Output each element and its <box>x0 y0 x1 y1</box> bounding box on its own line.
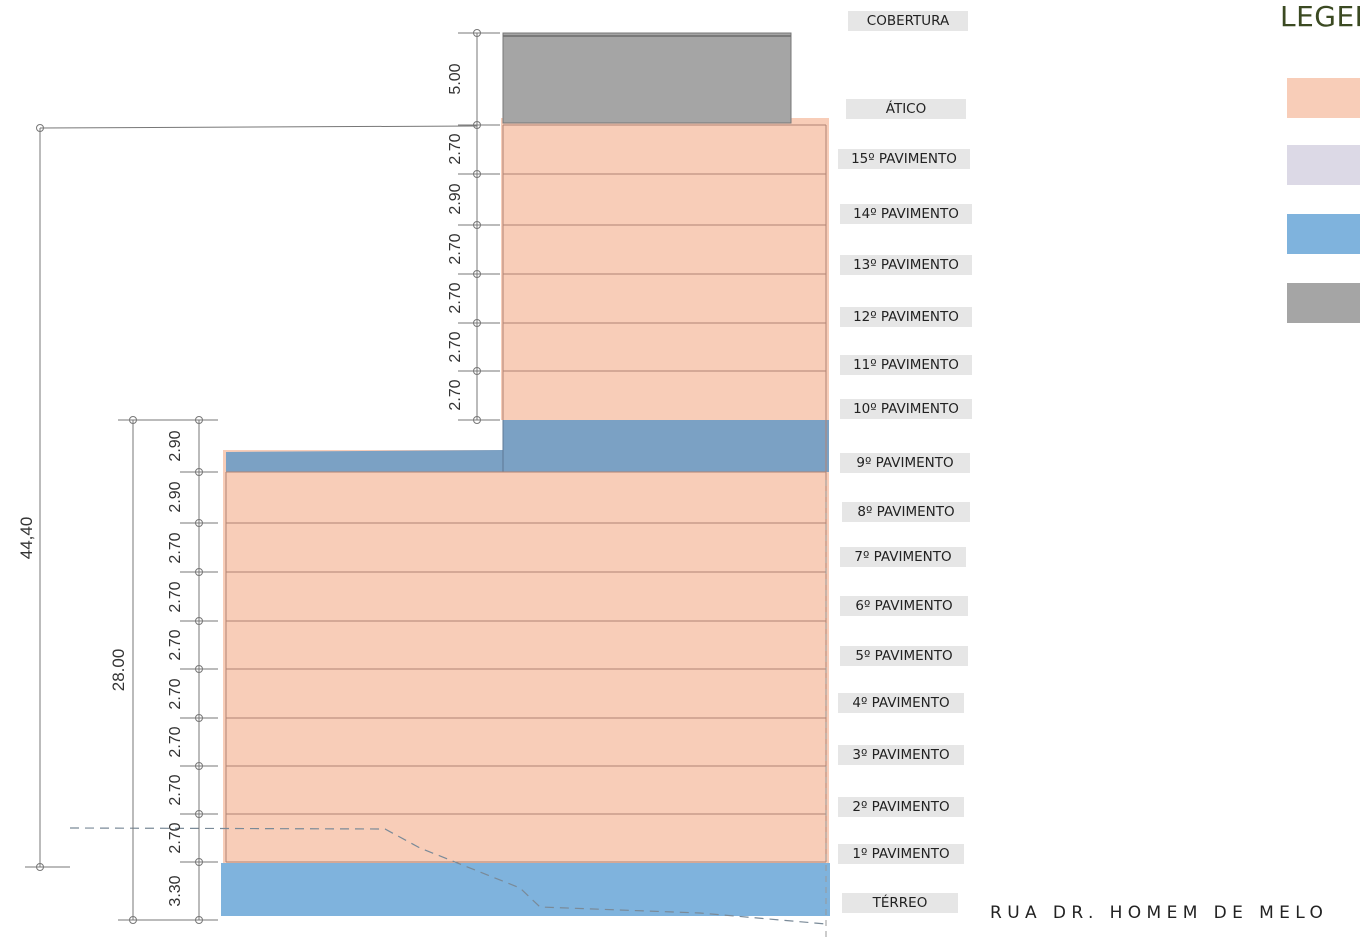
dim-12: 2.70 <box>447 282 464 313</box>
floor-label-5: 5º PAVIMENTO <box>840 646 968 666</box>
attic-block <box>502 32 792 124</box>
floor-label-7: 7º PAVIMENTO <box>840 547 966 567</box>
floor-label-13: 13º PAVIMENTO <box>840 255 972 275</box>
legend-swatch-salmon <box>1287 78 1360 118</box>
floor-label-12: 12º PAVIMENTO <box>840 307 972 327</box>
dim-cobertura: 5.00 <box>447 63 464 94</box>
floor-label-1: 1º PAVIMENTO <box>838 844 964 864</box>
floor-label-4: 4º PAVIMENTO <box>838 693 964 713</box>
floor-label-2: 2º PAVIMENTO <box>838 797 964 817</box>
lower-dimension-texts: 2.90 2.90 2.70 2.70 2.70 2.70 2.70 2.70 … <box>167 430 184 906</box>
street-label: RUA DR. HOMEM DE MELO <box>990 903 1329 923</box>
legend-title: LEGENDA <box>1280 0 1360 33</box>
dim-5: 2.70 <box>167 629 184 660</box>
total-height-dimension: 44,40 <box>17 517 36 560</box>
dim-15: 2.70 <box>447 133 464 164</box>
floor-label-atico: ÁTICO <box>846 99 966 119</box>
dim-6: 2.70 <box>167 581 184 612</box>
terrain-profile-line <box>69 827 827 925</box>
floor-lines <box>225 124 827 863</box>
ground-floor-band <box>221 863 830 916</box>
lower-total-dimension: 28.00 <box>109 649 128 692</box>
floor-label-15: 15º PAVIMENTO <box>838 149 970 169</box>
floor-label-8: 8º PAVIMENTO <box>842 502 970 522</box>
floor-label-3: 3º PAVIMENTO <box>838 745 964 765</box>
ninth-floor-band <box>226 420 829 472</box>
floor-label-10: 10º PAVIMENTO <box>840 399 972 419</box>
floor-label-terreo: TÉRREO <box>842 893 958 913</box>
lower-dimension-line <box>180 416 218 924</box>
dim-3: 2.70 <box>167 726 184 757</box>
legend-swatch-blue <box>1287 214 1360 254</box>
floor-label-14: 14º PAVIMENTO <box>840 204 972 224</box>
dim-9: 2.90 <box>167 430 184 461</box>
total-height-dimension-line <box>25 124 478 871</box>
dim-10: 2.70 <box>447 379 464 410</box>
dim-13: 2.70 <box>447 233 464 264</box>
lower-total-dimension-line <box>118 416 200 924</box>
dim-terreo: 3.30 <box>167 875 184 906</box>
dim-11: 2.70 <box>447 331 464 362</box>
dim-7: 2.70 <box>167 532 184 563</box>
tower-dimension-line <box>458 29 500 424</box>
dim-4: 2.70 <box>167 678 184 709</box>
floor-label-6: 6º PAVIMENTO <box>840 596 968 616</box>
floor-label-9: 9º PAVIMENTO <box>840 453 970 473</box>
tower-floors-block <box>501 118 829 420</box>
tower-dimension-texts: 5.00 2.70 2.90 2.70 2.70 2.70 2.70 <box>447 63 464 410</box>
lower-floors-block <box>223 450 829 863</box>
dim-2: 2.70 <box>167 774 184 805</box>
legend-swatch-lavender <box>1287 145 1360 185</box>
legend-swatch-grey <box>1287 283 1360 323</box>
dim-1: 2.70 <box>167 822 184 853</box>
floor-label-11: 11º PAVIMENTO <box>840 355 972 375</box>
dim-8: 2.90 <box>167 481 184 512</box>
floor-label-cobertura: COBERTURA <box>848 11 968 31</box>
dim-14: 2.90 <box>447 183 464 214</box>
